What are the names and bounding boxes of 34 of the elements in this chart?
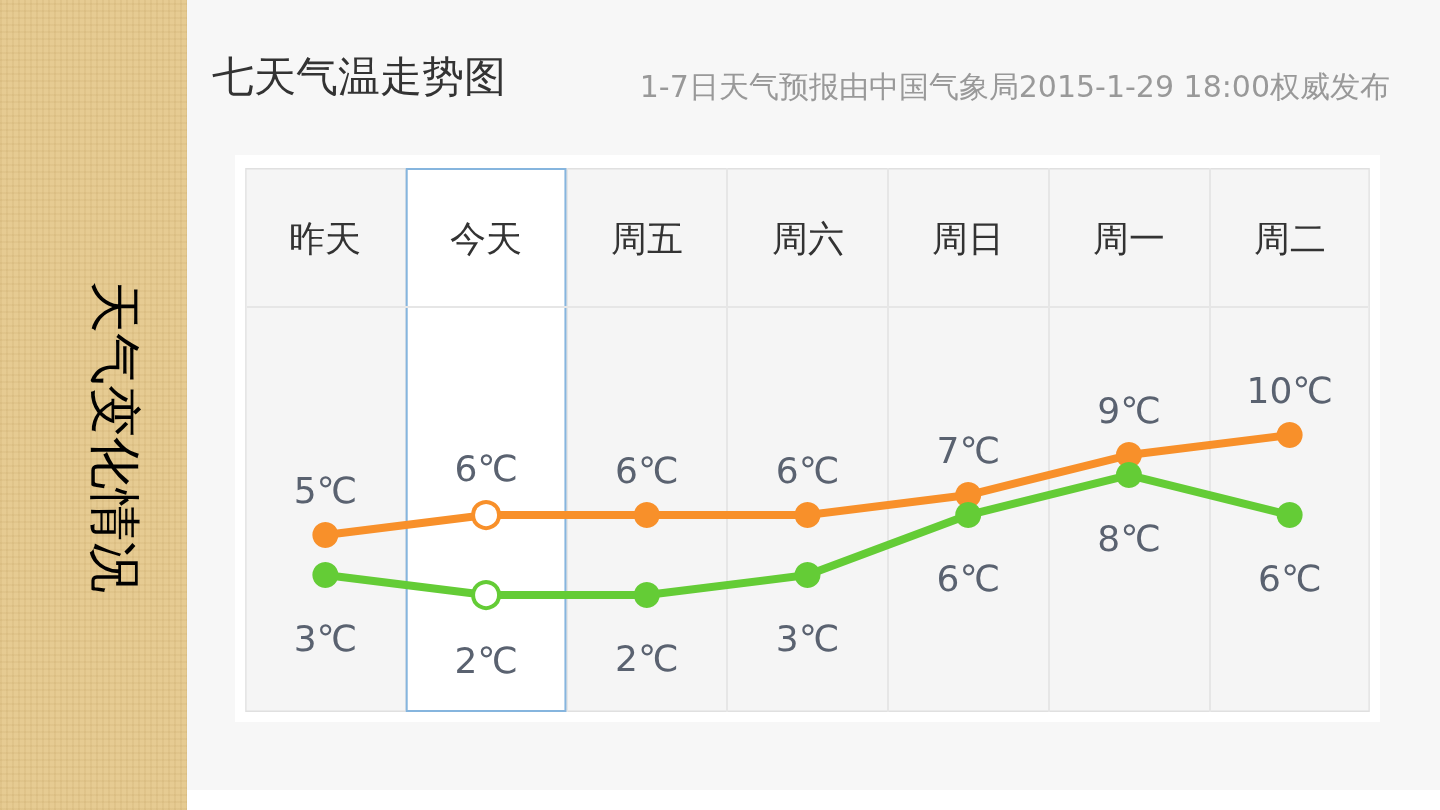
data-label: 10℃ (1246, 369, 1333, 411)
point (312, 522, 339, 549)
point (1276, 502, 1303, 529)
point (794, 562, 821, 589)
data-label: 6℃ (615, 449, 679, 491)
point (633, 582, 660, 609)
x-tick-label: 周五 (610, 217, 683, 259)
x-tick-label: 周六 (771, 217, 844, 259)
data-label: 3℃ (293, 617, 358, 659)
x-tick-label: 周二 (1253, 217, 1326, 259)
x-tick-label: 昨天 (289, 217, 362, 259)
point (633, 502, 660, 529)
point (955, 502, 982, 529)
data-label: 2℃ (454, 639, 518, 681)
text: 天气变化情况 (85, 281, 145, 593)
data-label: 5℃ (293, 469, 358, 511)
data-label: 9℃ (1097, 389, 1161, 431)
point (312, 562, 339, 589)
data-label: 6℃ (936, 557, 1000, 599)
point (1276, 422, 1303, 449)
data-label: 2℃ (615, 637, 679, 679)
x-tick-label: 周日 (932, 217, 1005, 259)
data-label: 3℃ (775, 617, 840, 659)
data-label: 6℃ (454, 447, 518, 489)
data-label: 6℃ (1257, 557, 1322, 599)
data-label: 6℃ (775, 449, 840, 491)
data-label: 8℃ (1097, 517, 1161, 559)
chart-subtitle: 1-7日天气预报由中国气象局2015-1-29 18:00权威发布 (639, 69, 1390, 104)
point (1115, 462, 1142, 489)
data-label: 7℃ (936, 429, 1000, 471)
x-tick-label: 今天 (450, 217, 523, 259)
point (794, 502, 821, 529)
chart-title: 七天气温走势图 (212, 52, 506, 101)
x-tick-label: 周一 (1092, 217, 1165, 259)
